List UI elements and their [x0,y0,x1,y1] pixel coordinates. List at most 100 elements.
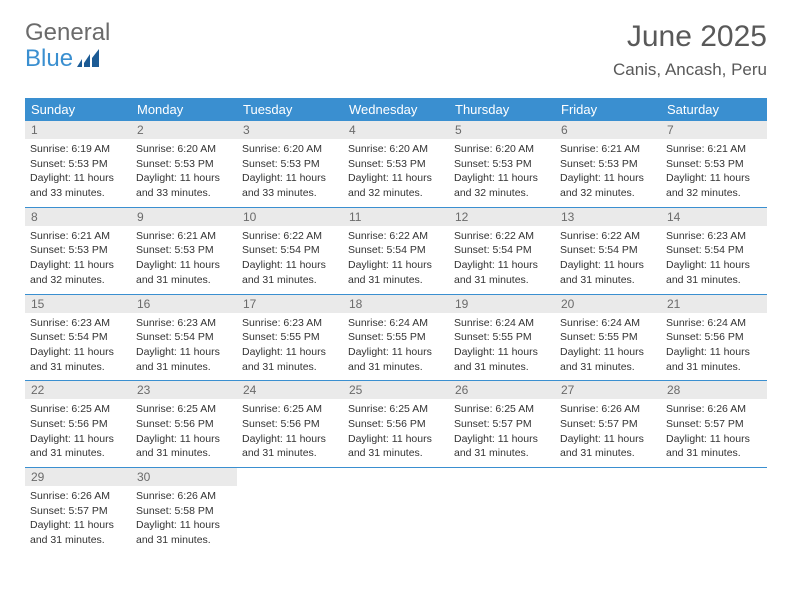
sunrise-line: Sunrise: 6:24 AM [666,316,762,331]
weekday-header: Thursday [449,98,555,121]
sunrise-line: Sunrise: 6:19 AM [30,142,126,157]
day-body: Sunrise: 6:21 AMSunset: 5:53 PMDaylight:… [131,226,237,294]
day-body: Sunrise: 6:25 AMSunset: 5:56 PMDaylight:… [237,399,343,467]
daylight-line: Daylight: 11 hours and 31 minutes. [136,432,232,461]
sunrise-line: Sunrise: 6:21 AM [136,229,232,244]
day-body: Sunrise: 6:24 AMSunset: 5:55 PMDaylight:… [449,313,555,381]
sunrise-line: Sunrise: 6:24 AM [560,316,656,331]
day-cell: 2Sunrise: 6:20 AMSunset: 5:53 PMDaylight… [131,121,237,207]
day-body: Sunrise: 6:26 AMSunset: 5:57 PMDaylight:… [25,486,131,554]
sunset-line: Sunset: 5:57 PM [666,417,762,432]
daylight-line: Daylight: 11 hours and 31 minutes. [242,432,338,461]
daylight-line: Daylight: 11 hours and 33 minutes. [242,171,338,200]
day-cell: 7Sunrise: 6:21 AMSunset: 5:53 PMDaylight… [661,121,767,207]
weekday-header: Tuesday [237,98,343,121]
sunrise-line: Sunrise: 6:25 AM [136,402,232,417]
weekday-header: Wednesday [343,98,449,121]
sunrise-line: Sunrise: 6:26 AM [30,489,126,504]
sunset-line: Sunset: 5:54 PM [454,243,550,258]
day-number: 13 [555,208,661,226]
day-number: 27 [555,381,661,399]
daylight-line: Daylight: 11 hours and 31 minutes. [454,432,550,461]
sunrise-line: Sunrise: 6:22 AM [454,229,550,244]
sunset-line: Sunset: 5:53 PM [560,157,656,172]
sunrise-line: Sunrise: 6:22 AM [242,229,338,244]
day-cell: 27Sunrise: 6:26 AMSunset: 5:57 PMDayligh… [555,381,661,467]
daylight-line: Daylight: 11 hours and 32 minutes. [560,171,656,200]
day-body: Sunrise: 6:21 AMSunset: 5:53 PMDaylight:… [661,139,767,207]
day-cell: 21Sunrise: 6:24 AMSunset: 5:56 PMDayligh… [661,295,767,381]
daylight-line: Daylight: 11 hours and 31 minutes. [242,345,338,374]
sunrise-line: Sunrise: 6:23 AM [30,316,126,331]
day-body: Sunrise: 6:26 AMSunset: 5:58 PMDaylight:… [131,486,237,554]
day-number: 16 [131,295,237,313]
day-cell: 28Sunrise: 6:26 AMSunset: 5:57 PMDayligh… [661,381,767,467]
day-body: Sunrise: 6:21 AMSunset: 5:53 PMDaylight:… [25,226,131,294]
sunrise-line: Sunrise: 6:23 AM [242,316,338,331]
day-number: 4 [343,121,449,139]
day-body: Sunrise: 6:22 AMSunset: 5:54 PMDaylight:… [237,226,343,294]
day-body: Sunrise: 6:25 AMSunset: 5:56 PMDaylight:… [131,399,237,467]
daylight-line: Daylight: 11 hours and 32 minutes. [666,171,762,200]
day-cell: 1Sunrise: 6:19 AMSunset: 5:53 PMDaylight… [25,121,131,207]
daylight-line: Daylight: 11 hours and 33 minutes. [30,171,126,200]
day-cell: 16Sunrise: 6:23 AMSunset: 5:54 PMDayligh… [131,295,237,381]
day-cell: 6Sunrise: 6:21 AMSunset: 5:53 PMDaylight… [555,121,661,207]
day-cell: 13Sunrise: 6:22 AMSunset: 5:54 PMDayligh… [555,208,661,294]
daylight-line: Daylight: 11 hours and 31 minutes. [348,345,444,374]
sunrise-line: Sunrise: 6:24 AM [454,316,550,331]
sunset-line: Sunset: 5:56 PM [242,417,338,432]
day-cell: 12Sunrise: 6:22 AMSunset: 5:54 PMDayligh… [449,208,555,294]
sunset-line: Sunset: 5:55 PM [242,330,338,345]
sunrise-line: Sunrise: 6:23 AM [136,316,232,331]
weekday-header: Monday [131,98,237,121]
day-cell: 24Sunrise: 6:25 AMSunset: 5:56 PMDayligh… [237,381,343,467]
daylight-line: Daylight: 11 hours and 31 minutes. [242,258,338,287]
sunset-line: Sunset: 5:54 PM [136,330,232,345]
sunrise-line: Sunrise: 6:25 AM [454,402,550,417]
day-cell: 25Sunrise: 6:25 AMSunset: 5:56 PMDayligh… [343,381,449,467]
day-number: 17 [237,295,343,313]
day-number: 3 [237,121,343,139]
sunrise-line: Sunrise: 6:25 AM [242,402,338,417]
day-body: Sunrise: 6:23 AMSunset: 5:55 PMDaylight:… [237,313,343,381]
daylight-line: Daylight: 11 hours and 31 minutes. [666,345,762,374]
week-row: 8Sunrise: 6:21 AMSunset: 5:53 PMDaylight… [25,207,767,294]
day-number: 23 [131,381,237,399]
daylight-line: Daylight: 11 hours and 31 minutes. [30,518,126,547]
day-body: Sunrise: 6:24 AMSunset: 5:56 PMDaylight:… [661,313,767,381]
weekday-header-row: SundayMondayTuesdayWednesdayThursdayFrid… [25,98,767,121]
sunset-line: Sunset: 5:58 PM [136,504,232,519]
day-number: 22 [25,381,131,399]
sunset-line: Sunset: 5:57 PM [560,417,656,432]
sunset-line: Sunset: 5:55 PM [560,330,656,345]
day-cell: 4Sunrise: 6:20 AMSunset: 5:53 PMDaylight… [343,121,449,207]
sunset-line: Sunset: 5:53 PM [454,157,550,172]
sunset-line: Sunset: 5:53 PM [136,243,232,258]
day-cell: 5Sunrise: 6:20 AMSunset: 5:53 PMDaylight… [449,121,555,207]
day-cell: ..... [343,468,449,554]
day-number: 30 [131,468,237,486]
daylight-line: Daylight: 11 hours and 31 minutes. [560,258,656,287]
daylight-line: Daylight: 11 hours and 31 minutes. [30,345,126,374]
day-number: 15 [25,295,131,313]
daylight-line: Daylight: 11 hours and 32 minutes. [348,171,444,200]
day-cell: ..... [555,468,661,554]
sunrise-line: Sunrise: 6:23 AM [666,229,762,244]
sunrise-line: Sunrise: 6:21 AM [30,229,126,244]
daylight-line: Daylight: 11 hours and 31 minutes. [454,258,550,287]
day-number: 26 [449,381,555,399]
logo-blue-row: Blue [25,45,110,72]
day-cell: 8Sunrise: 6:21 AMSunset: 5:53 PMDaylight… [25,208,131,294]
day-number: 2 [131,121,237,139]
day-body: Sunrise: 6:20 AMSunset: 5:53 PMDaylight:… [449,139,555,207]
day-cell: 15Sunrise: 6:23 AMSunset: 5:54 PMDayligh… [25,295,131,381]
weekday-header: Saturday [661,98,767,121]
daylight-line: Daylight: 11 hours and 31 minutes. [348,258,444,287]
logo: General Blue [25,20,110,72]
logo-general: General [25,20,110,45]
calendar-body: 1Sunrise: 6:19 AMSunset: 5:53 PMDaylight… [25,121,767,554]
week-row: 1Sunrise: 6:19 AMSunset: 5:53 PMDaylight… [25,121,767,207]
day-number: 6 [555,121,661,139]
day-number: 19 [449,295,555,313]
